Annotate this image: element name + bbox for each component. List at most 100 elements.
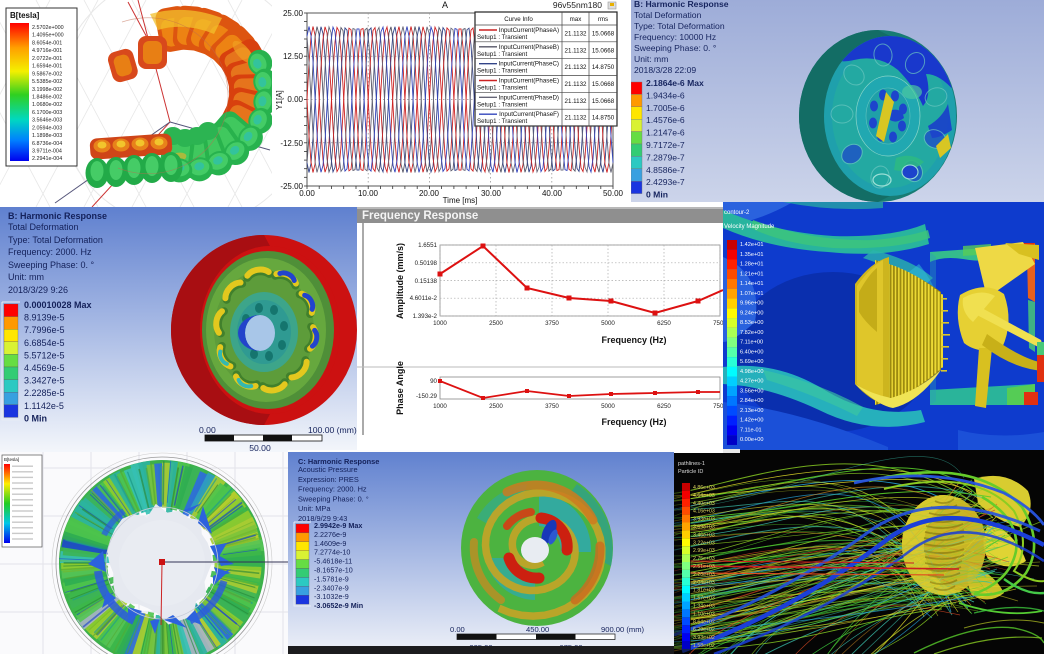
svg-text:3.22e+03: 3.22e+03 <box>693 540 715 546</box>
svg-text:9.24e+00: 9.24e+00 <box>740 310 764 316</box>
svg-text:6.40e+00: 6.40e+00 <box>740 349 764 355</box>
svg-text:B[tesla]: B[tesla] <box>10 11 40 20</box>
svg-text:2018/3/28 22:09: 2018/3/28 22:09 <box>634 65 696 75</box>
svg-text:-3.1032e-9: -3.1032e-9 <box>314 592 349 601</box>
svg-text:7.2774e-10: 7.2774e-10 <box>314 548 350 557</box>
svg-text:9.5867e-002: 9.5867e-002 <box>32 71 62 77</box>
svg-text:100.00 (mm): 100.00 (mm) <box>308 425 357 435</box>
svg-text:1.58e+02: 1.58e+02 <box>693 643 715 649</box>
svg-text:7.7996e-5: 7.7996e-5 <box>24 325 65 335</box>
svg-text:InputCurrent(PhaseC): InputCurrent(PhaseC) <box>498 61 559 68</box>
svg-text:-25.00: -25.00 <box>280 182 303 191</box>
svg-text:2018/9/29 9:43: 2018/9/29 9:43 <box>298 514 347 523</box>
svg-text:8.53e+00: 8.53e+00 <box>740 320 764 326</box>
svg-text:2.84e+00: 2.84e+00 <box>740 398 764 404</box>
svg-text:1.07e+01: 1.07e+01 <box>740 291 764 297</box>
svg-text:30.00: 30.00 <box>481 189 502 198</box>
svg-text:Total Deformation: Total Deformation <box>8 222 79 232</box>
svg-text:1.35e+01: 1.35e+01 <box>740 252 764 258</box>
svg-text:-3.0652e-9 Min: -3.0652e-9 Min <box>314 601 363 610</box>
svg-text:0.15138: 0.15138 <box>415 278 438 285</box>
svg-text:2.28e+03: 2.28e+03 <box>693 572 715 578</box>
svg-text:Particle ID: Particle ID <box>678 469 703 475</box>
svg-text:3750: 3750 <box>545 403 559 410</box>
svg-text:1000: 1000 <box>433 403 447 410</box>
svg-text:Setup1 : Transient: Setup1 : Transient <box>477 85 527 92</box>
svg-text:0.00010028 Max: 0.00010028 Max <box>24 300 92 310</box>
svg-text:InputCurrent(PhaseB): InputCurrent(PhaseB) <box>499 44 559 51</box>
svg-text:1.14e+01: 1.14e+01 <box>740 281 764 287</box>
svg-text:15.0668: 15.0668 <box>592 47 615 54</box>
svg-text:1.4609e-9: 1.4609e-9 <box>314 539 346 548</box>
svg-text:0 Min: 0 Min <box>646 190 668 200</box>
svg-text:10.00: 10.00 <box>358 189 379 198</box>
svg-text:Phase Angle: Phase Angle <box>395 361 405 415</box>
svg-text:InputCurrent(PhaseA): InputCurrent(PhaseA) <box>499 27 559 34</box>
svg-text:15.0668: 15.0668 <box>592 98 615 105</box>
svg-text:25.00: 25.00 <box>283 9 304 18</box>
svg-text:4.8586e-7: 4.8586e-7 <box>646 165 685 175</box>
svg-text:Frequency: 10000 Hz: Frequency: 10000 Hz <box>634 32 716 42</box>
svg-text:2.1864e-6 Max: 2.1864e-6 Max <box>646 78 704 88</box>
svg-text:Unit: mm: Unit: mm <box>8 272 44 282</box>
svg-text:Sweeping Phase: 0. °: Sweeping Phase: 0. ° <box>634 43 716 53</box>
svg-text:7500: 7500 <box>713 403 723 410</box>
svg-text:1.6551: 1.6551 <box>418 242 437 249</box>
svg-text:40.00: 40.00 <box>542 189 563 198</box>
svg-text:-5.4618e-11: -5.4618e-11 <box>314 557 352 566</box>
svg-text:Amplitude (mm/s): Amplitude (mm/s) <box>395 243 405 319</box>
svg-text:3.9711e-004: 3.9711e-004 <box>32 149 62 155</box>
svg-text:6.6854e-5: 6.6854e-5 <box>24 338 65 348</box>
svg-text:6250: 6250 <box>657 320 671 327</box>
svg-text:7.2879e-7: 7.2879e-7 <box>646 152 685 162</box>
svg-text:0.00e+00: 0.00e+00 <box>740 437 764 443</box>
svg-text:6.1700e-003: 6.1700e-003 <box>32 110 62 116</box>
svg-text:Frequency (Hz): Frequency (Hz) <box>601 335 666 345</box>
svg-text:1.10e+03: 1.10e+03 <box>693 611 715 617</box>
svg-text:1.81e+03: 1.81e+03 <box>693 588 715 594</box>
svg-text:3.1998e-002: 3.1998e-002 <box>32 87 62 93</box>
svg-text:Time [ms]: Time [ms] <box>443 196 478 205</box>
svg-text:7.11e-01: 7.11e-01 <box>740 427 762 433</box>
svg-text:4.40e+03: 4.40e+03 <box>693 501 715 507</box>
svg-text:contour-2: contour-2 <box>724 210 750 216</box>
svg-text:21.1132: 21.1132 <box>565 98 587 105</box>
svg-text:21.1132: 21.1132 <box>565 47 587 54</box>
svg-text:B[tesla]: B[tesla] <box>4 457 19 462</box>
svg-text:2.9942e-9 Max: 2.9942e-9 Max <box>314 521 362 530</box>
svg-text:4.86e+03: 4.86e+03 <box>693 485 715 491</box>
svg-text:3.5646e-003: 3.5646e-003 <box>32 118 62 124</box>
svg-text:-1.5781e-9: -1.5781e-9 <box>314 574 349 583</box>
svg-text:1.1142e-5: 1.1142e-5 <box>24 401 64 411</box>
svg-text:-8.1657e-10: -8.1657e-10 <box>314 566 353 575</box>
svg-text:1.28e+01: 1.28e+01 <box>740 262 764 268</box>
svg-text:2018/3/29 9:26: 2018/3/29 9:26 <box>8 285 68 295</box>
svg-text:7500: 7500 <box>713 320 723 327</box>
svg-text:6.29e+02: 6.29e+02 <box>693 627 715 633</box>
svg-text:5.69e+00: 5.69e+00 <box>740 359 764 365</box>
svg-text:1.1898e-003: 1.1898e-003 <box>32 133 62 139</box>
svg-text:1.9434e-6: 1.9434e-6 <box>646 90 685 100</box>
svg-text:3.3427e-5: 3.3427e-5 <box>24 376 65 386</box>
svg-text:4.27e+00: 4.27e+00 <box>740 379 764 385</box>
svg-text:Type: Total Deformation: Type: Total Deformation <box>634 21 725 31</box>
svg-text:4.64e+03: 4.64e+03 <box>693 493 715 499</box>
svg-text:Setup1 : Transient: Setup1 : Transient <box>477 68 527 75</box>
svg-text:1.42e+01: 1.42e+01 <box>740 242 764 248</box>
svg-text:15.0668: 15.0668 <box>592 81 615 88</box>
svg-text:C: Harmonic Response: C: Harmonic Response <box>298 457 379 466</box>
svg-text:6.8736e-004: 6.8736e-004 <box>32 141 62 147</box>
svg-text:1.6594e-001: 1.6594e-001 <box>32 64 62 70</box>
svg-text:15.0668: 15.0668 <box>592 31 615 38</box>
svg-text:1.34e+03: 1.34e+03 <box>693 604 715 610</box>
svg-text:Unit: MPa: Unit: MPa <box>298 504 331 513</box>
svg-text:0.50198: 0.50198 <box>415 260 438 267</box>
svg-text:2.4293e-7: 2.4293e-7 <box>646 177 685 187</box>
svg-text:0.00: 0.00 <box>450 625 465 634</box>
svg-text:2.5702e+000: 2.5702e+000 <box>32 25 64 31</box>
svg-text:3.93e+03: 3.93e+03 <box>693 517 715 523</box>
svg-text:rms: rms <box>598 16 608 23</box>
svg-text:5000: 5000 <box>601 403 615 410</box>
svg-text:max: max <box>570 16 583 23</box>
svg-text:Total Deformation: Total Deformation <box>634 10 702 20</box>
